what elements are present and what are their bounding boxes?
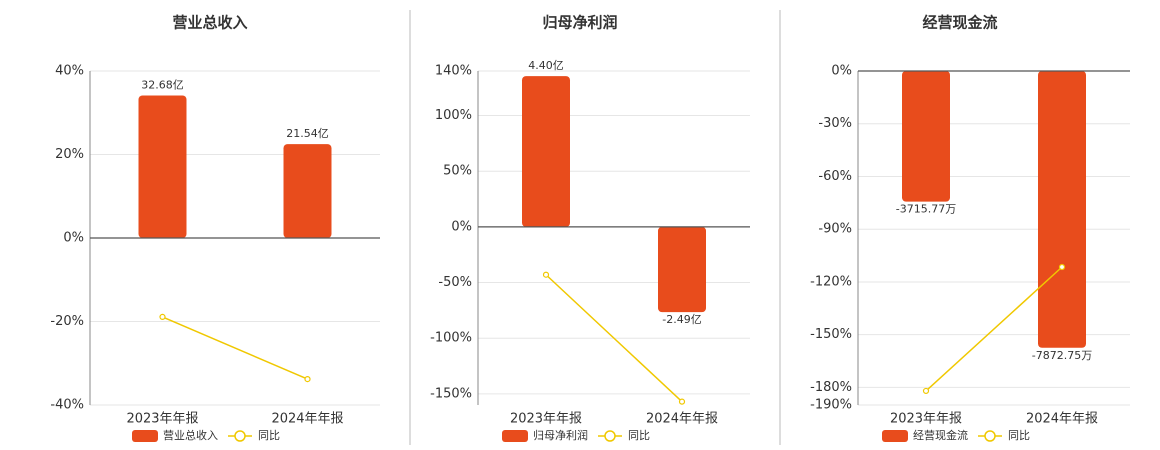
line-point <box>922 387 930 395</box>
y-tick-label: 140% <box>435 64 472 79</box>
bar <box>522 76 570 227</box>
line-point <box>159 313 166 321</box>
bar <box>902 71 950 202</box>
legend-swatch <box>502 430 528 442</box>
x-tick-label: 2023年年报 <box>510 412 582 427</box>
bar <box>283 144 332 238</box>
bar <box>658 226 706 313</box>
chart-title: 经营现金流 <box>922 14 997 32</box>
value-label: 32.68亿 <box>141 79 184 92</box>
y-tick-label: 50% <box>443 164 472 179</box>
y-tick-label: -60% <box>818 169 852 184</box>
y-tick-label: -40% <box>50 398 84 413</box>
y-tick-label: -180% <box>810 380 852 395</box>
y-tick-label: 100% <box>435 108 472 123</box>
y-tick-label: 0% <box>831 64 852 79</box>
value-label: 21.54亿 <box>286 127 329 140</box>
bar <box>138 95 187 238</box>
legend-label: 同比 <box>1008 429 1030 442</box>
chart-title: 归母净利润 <box>542 14 617 32</box>
y-tick-label: -150% <box>810 327 852 342</box>
y-tick-label: 0% <box>451 219 472 234</box>
value-label: -7872.75万 <box>1032 349 1092 362</box>
line-series <box>925 266 1063 392</box>
legend-swatch <box>132 430 158 442</box>
x-tick-label: 2023年年报 <box>126 412 198 427</box>
legend-label: 同比 <box>628 429 650 442</box>
legend-label: 归母净利润 <box>533 428 588 442</box>
y-tick-label: -50% <box>438 275 472 290</box>
y-tick-label: -190% <box>810 398 852 413</box>
y-tick-label: 40% <box>55 64 84 79</box>
chart-title: 营业总收入 <box>172 14 247 32</box>
line-point <box>1058 263 1066 271</box>
y-tick-label: -30% <box>818 116 852 131</box>
y-tick-label: -90% <box>818 222 852 237</box>
value-label: -3715.77万 <box>896 203 956 216</box>
legend-marker <box>234 430 246 442</box>
x-tick-label: 2024年年报 <box>646 412 718 427</box>
legend-marker <box>984 430 996 442</box>
y-tick-label: -120% <box>810 274 852 289</box>
y-tick-label: 20% <box>55 147 84 162</box>
legend-marker <box>604 430 616 442</box>
line-point <box>542 271 550 278</box>
line-series <box>162 316 308 380</box>
line-series <box>545 274 683 403</box>
x-tick-label: 2024年年报 <box>1026 412 1098 427</box>
line-point <box>304 376 311 383</box>
legend-label: 经营现金流 <box>913 428 968 442</box>
x-tick-label: 2023年年报 <box>890 412 962 427</box>
y-tick-label: 0% <box>63 231 84 246</box>
y-tick-label: -100% <box>430 331 472 346</box>
line-point <box>678 398 686 405</box>
legend-label: 同比 <box>258 429 280 442</box>
legend-swatch <box>882 430 908 442</box>
y-tick-label: -150% <box>430 386 472 401</box>
y-tick-label: -20% <box>50 314 84 329</box>
x-tick-label: 2024年年报 <box>271 412 343 427</box>
value-label: -2.49亿 <box>662 313 701 326</box>
legend-label: 营业总收入 <box>163 428 218 442</box>
value-label: 4.40亿 <box>528 59 564 72</box>
bar <box>1038 71 1086 348</box>
